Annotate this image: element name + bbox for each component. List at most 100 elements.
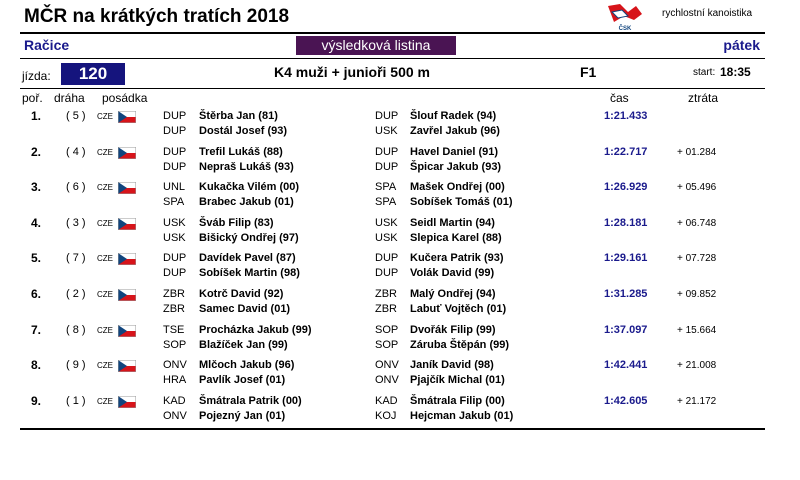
paddler-club: SPA bbox=[375, 196, 397, 208]
result-time: 1:42.605 bbox=[604, 395, 648, 407]
paddler-name: Pojezný Jan (01) bbox=[199, 410, 286, 422]
result-time: 1:42.441 bbox=[604, 359, 648, 371]
result-rank: 3. bbox=[31, 180, 42, 194]
result-nation: CZE bbox=[97, 148, 113, 157]
paddler-club: USK bbox=[375, 125, 398, 137]
result-lane: ( 3 ) bbox=[66, 217, 86, 229]
paddler-name: Šmátrala Patrik (00) bbox=[199, 395, 302, 407]
column-header-lane: dráha bbox=[54, 91, 85, 105]
paddler-name: Seidl Martin (94) bbox=[410, 217, 495, 229]
paddler-club: KAD bbox=[163, 395, 186, 407]
result-nation: CZE bbox=[97, 254, 113, 263]
start-label: start: bbox=[693, 67, 716, 78]
paddler-club: USK bbox=[375, 232, 398, 244]
paddler-club: ONV bbox=[163, 410, 187, 422]
result-lane: ( 5 ) bbox=[66, 110, 86, 122]
paddler-club: HRA bbox=[163, 374, 187, 386]
paddler-name: Havel Daniel (91) bbox=[410, 146, 499, 158]
csk-logo: ČSK bbox=[608, 4, 642, 32]
brand-label: rychlostní kanoistika bbox=[662, 8, 753, 19]
result-time: 1:28.181 bbox=[604, 217, 648, 229]
paddler-name: Šmátrala Filip (00) bbox=[410, 395, 505, 407]
paddler-name: Bišický Ondřej (97) bbox=[199, 232, 299, 244]
paddler-club: ZBR bbox=[163, 288, 185, 300]
czech-flag-icon bbox=[118, 182, 136, 194]
paddler-club: ZBR bbox=[375, 288, 397, 300]
paddler-club: SOP bbox=[375, 324, 399, 336]
result-nation: CZE bbox=[97, 326, 113, 335]
result-nation: CZE bbox=[97, 219, 113, 228]
result-time: 1:29.161 bbox=[604, 252, 648, 264]
paddler-name: Sobíšek Tomáš (01) bbox=[410, 196, 513, 208]
result-time: 1:26.929 bbox=[604, 181, 648, 193]
paddler-club: TSE bbox=[163, 324, 185, 336]
czech-flag-icon bbox=[118, 111, 136, 123]
paddler-club: USK bbox=[375, 217, 398, 229]
result-gap: + 01.284 bbox=[677, 147, 717, 158]
paddler-name: Procházka Jakub (99) bbox=[199, 324, 312, 336]
result-rank: 5. bbox=[31, 251, 42, 265]
paddler-club: DUP bbox=[375, 161, 399, 173]
paddler-club: USK bbox=[163, 232, 186, 244]
paddler-name: Volák David (99) bbox=[410, 267, 495, 279]
czech-flag-icon bbox=[118, 147, 136, 159]
result-time: 1:21.433 bbox=[604, 110, 648, 122]
paddler-name: Janík David (98) bbox=[410, 359, 494, 371]
paddler-name: Dvořák Filip (99) bbox=[410, 324, 496, 336]
race-number-badge: 120 bbox=[61, 63, 125, 85]
paddler-club: ONV bbox=[375, 359, 399, 371]
paddler-name: Záruba Štěpán (99) bbox=[410, 339, 510, 351]
czech-flag-icon bbox=[118, 396, 136, 408]
paddler-name: Pavlík Josef (01) bbox=[199, 374, 286, 386]
paddler-name: Brabec Jakub (01) bbox=[199, 196, 294, 208]
paddler-name: Šváb Filip (83) bbox=[199, 217, 274, 229]
paddler-name: Davídek Pavel (87) bbox=[199, 252, 296, 264]
paddler-name: Štěrba Jan (81) bbox=[199, 110, 278, 122]
paddler-club: DUP bbox=[163, 125, 187, 137]
paddler-club: ZBR bbox=[375, 303, 397, 315]
paddler-club: DUP bbox=[375, 146, 399, 158]
result-gap: + 05.496 bbox=[677, 182, 717, 193]
paddler-club: ZBR bbox=[163, 303, 185, 315]
paddler-name: Sobíšek Martin (98) bbox=[199, 267, 300, 279]
result-nation: CZE bbox=[97, 290, 113, 299]
venue: Račice bbox=[24, 37, 70, 53]
paddler-name: Dostál Josef (93) bbox=[199, 125, 288, 137]
paddler-club: SOP bbox=[375, 339, 399, 351]
paddler-name: Kučera Patrik (93) bbox=[410, 252, 504, 264]
paddler-club: DUP bbox=[375, 252, 399, 264]
header-divider bbox=[20, 32, 765, 34]
paddler-club: SPA bbox=[375, 181, 397, 193]
column-header-rank: poř. bbox=[22, 91, 43, 105]
result-lane: ( 2 ) bbox=[66, 288, 86, 300]
paddler-name: Šlouf Radek (94) bbox=[410, 110, 497, 122]
result-time: 1:22.717 bbox=[604, 146, 648, 158]
footer-divider bbox=[20, 428, 765, 430]
paddler-name: Pjajčík Michal (01) bbox=[410, 374, 505, 386]
venue-divider bbox=[20, 58, 765, 59]
result-nation: CZE bbox=[97, 397, 113, 406]
paddler-club: SOP bbox=[163, 339, 187, 351]
paddler-club: DUP bbox=[163, 110, 187, 122]
paddler-name: Nepraš Lukáš (93) bbox=[199, 161, 294, 173]
document-type-badge: výsledková listina bbox=[296, 36, 456, 55]
result-nation: CZE bbox=[97, 361, 113, 370]
result-lane: ( 1 ) bbox=[66, 395, 86, 407]
page-title: MČR na krátkých tratích 2018 bbox=[24, 6, 290, 27]
paddler-name: Slepica Karel (88) bbox=[410, 232, 502, 244]
paddler-name: Hejcman Jakub (01) bbox=[410, 410, 514, 422]
paddler-name: Blažíček Jan (99) bbox=[199, 339, 288, 351]
result-lane: ( 9 ) bbox=[66, 359, 86, 371]
result-gap: + 06.748 bbox=[677, 218, 717, 229]
race-label: jízda: bbox=[22, 69, 51, 83]
result-gap: + 07.728 bbox=[677, 253, 717, 264]
paddler-club: DUP bbox=[163, 267, 187, 279]
paddler-club: KOJ bbox=[375, 410, 397, 422]
paddler-name: Špicar Jakub (93) bbox=[410, 161, 502, 173]
race-final: F1 bbox=[580, 64, 597, 80]
paddler-club: DUP bbox=[163, 252, 187, 264]
paddler-club: DUP bbox=[163, 161, 187, 173]
paddler-name: Mašek Ondřej (00) bbox=[410, 181, 505, 193]
result-rank: 6. bbox=[31, 287, 42, 301]
paddler-club: UNL bbox=[163, 181, 186, 193]
